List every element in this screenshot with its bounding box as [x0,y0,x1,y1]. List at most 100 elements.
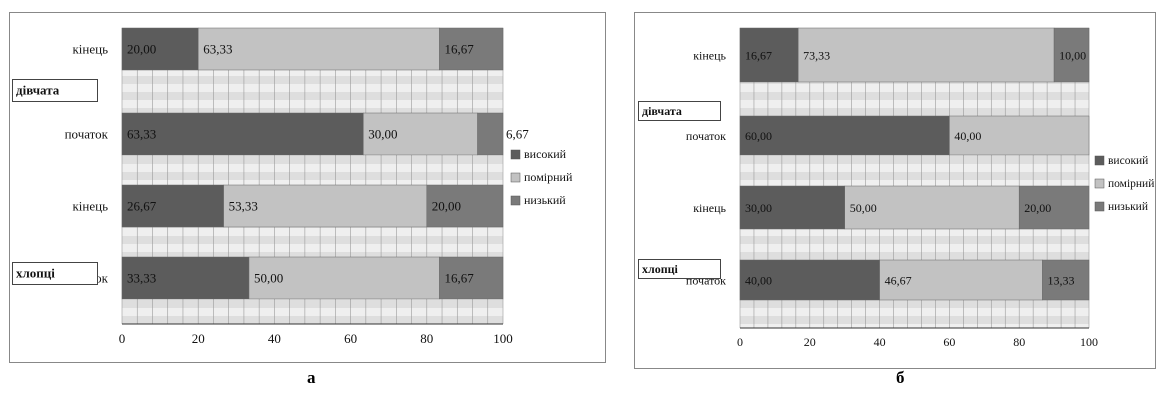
category-label-b-1: початок [686,129,726,143]
legend-swatch-a-1 [510,172,521,183]
data-label-b-3-2: 13,33 [1047,274,1074,288]
bar-a-2-2 [426,184,504,228]
data-label-b-0-2: 10,00 [1059,49,1086,63]
data-label-a-3-1: 50,00 [254,271,283,286]
bar-b-3-2 [1042,259,1090,301]
data-label-b-3-0: 40,00 [745,274,772,288]
legend-swatch-b-1 [1094,178,1105,189]
data-label-a-1-2: 6,67 [506,127,529,142]
x-tick-label-b: 40 [874,335,886,349]
data-label-b-0-0: 16,67 [745,49,772,63]
plot-band-b [740,108,1089,116]
data-label-a-3-0: 33,33 [127,271,156,286]
bar-b-0-2 [1053,27,1090,83]
x-tick-label-a: 0 [119,331,126,346]
plot-band-a [122,108,503,116]
legend-swatch-b-0 [1094,155,1105,166]
plot-band-a [122,300,503,308]
category-label-a-2: кінець [72,199,108,214]
caption-a: а [307,368,316,387]
bar-a-3-0 [121,256,250,300]
legend-swatch-b-2 [1094,201,1105,212]
group-box-a-0 [12,79,98,102]
x-tick-label-b: 60 [943,335,955,349]
group-box-a-1 [12,262,98,285]
category-label-a-0: кінець [72,42,108,57]
legend-swatch-a-0 [510,149,521,160]
plot-band-b [740,316,1089,324]
plot-band-b [740,236,1089,244]
group-box-b-0 [638,101,721,121]
data-label-b-2-2: 20,00 [1024,201,1051,215]
data-label-a-3-2: 16,67 [444,271,474,286]
plot-band-a [122,316,503,324]
x-tick-label-a: 100 [493,331,513,346]
data-label-a-1-0: 63,33 [127,127,156,142]
plot-band-a [122,252,503,260]
plot-band-a [122,156,503,164]
data-label-b-1-1: 40,00 [954,129,981,143]
data-label-a-1-1: 30,00 [368,127,397,142]
x-tick-label-a: 80 [420,331,433,346]
group-box-b-1 [638,259,721,279]
plot-band-a [122,92,503,100]
plot-band-b [740,92,1089,100]
bar-b-2-1 [844,185,1020,230]
plot-band-b [740,300,1089,308]
bar-a-0-1 [197,27,440,71]
caption-b: б [896,368,905,387]
bar-b-2-0 [739,185,845,230]
legend-label-a-1: помірний [524,170,573,184]
bar-a-1-2 [477,112,504,156]
data-label-a-2-0: 26,67 [127,199,157,214]
bar-b-0-0 [739,27,799,83]
x-tick-label-b: 0 [737,335,743,349]
category-label-a-1: початок [65,127,109,142]
legend-label-b-2: низький [1108,201,1148,213]
plot-band-a [122,172,503,180]
data-label-b-2-0: 30,00 [745,201,772,215]
x-tick-label-b: 20 [804,335,816,349]
legend-label-a-0: високий [524,147,567,161]
group-label-b-1: хлопці [642,262,679,276]
data-label-a-0-2: 16,67 [444,42,474,57]
legend-label-a-2: низький [524,193,566,207]
bar-b-2-2 [1018,185,1090,230]
data-label-a-0-0: 20,00 [127,42,156,57]
x-tick-label-a: 60 [344,331,357,346]
bar-a-3-1 [248,256,440,300]
group-label-a-1: хлопці [16,266,55,281]
category-label-b-0: кінець [693,49,726,63]
data-label-a-0-1: 63,33 [203,42,232,57]
data-label-a-2-1: 53,33 [229,199,258,214]
data-label-b-3-1: 46,67 [885,274,912,288]
data-label-b-0-1: 73,33 [803,49,830,63]
bar-a-1-0 [121,112,364,156]
x-tick-label-b: 80 [1013,335,1025,349]
bar-b-0-1 [797,27,1055,83]
x-tick-label-a: 20 [192,331,205,346]
group-label-a-0: дівчата [16,83,60,98]
category-label-b-2: кінець [693,201,726,215]
bar-a-3-2 [439,256,504,300]
legend-label-b-0: високий [1108,155,1148,167]
legend-label-b-1: помірний [1108,178,1154,190]
plot-band-a [122,236,503,244]
x-tick-label-b: 100 [1080,335,1098,349]
plot-band-b [740,252,1089,260]
group-label-b-0: дівчата [642,104,682,118]
data-label-a-2-2: 20,00 [432,199,461,214]
bar-a-0-2 [439,27,504,71]
plot-band-b [740,172,1089,180]
bar-a-2-0 [121,184,224,228]
data-label-b-1-0: 60,00 [745,129,772,143]
bar-b-3-1 [879,259,1043,301]
bar-a-0-0 [121,27,199,71]
plot-band-b [740,156,1089,164]
plot-band-a [122,76,503,84]
bar-b-1-1 [949,115,1090,156]
bar-b-3-0 [739,259,880,301]
bar-a-2-1 [223,184,428,228]
